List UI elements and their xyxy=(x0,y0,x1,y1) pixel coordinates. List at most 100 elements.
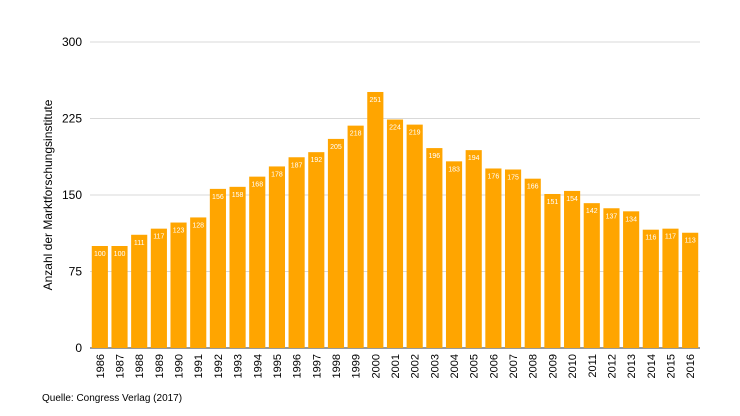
data-label: 142 xyxy=(586,208,598,215)
x-tick-label: 2001 xyxy=(390,354,402,378)
bar xyxy=(249,176,266,348)
x-tick-label: 1994 xyxy=(252,354,264,378)
x-tick-label: 1997 xyxy=(311,354,323,378)
x-tick-label: 1990 xyxy=(174,354,186,378)
x-tick-label: 2008 xyxy=(528,354,540,378)
x-tick-label: 1998 xyxy=(331,354,343,378)
bar xyxy=(524,178,541,348)
y-tick-labels: 0 75 150 225 300 xyxy=(62,35,82,355)
bar xyxy=(209,188,226,348)
bars xyxy=(91,91,699,349)
bar xyxy=(406,124,423,349)
bar xyxy=(544,193,561,348)
x-tick-label: 2016 xyxy=(685,354,697,378)
data-label: 224 xyxy=(389,125,401,132)
bar xyxy=(268,166,286,348)
data-label: 100 xyxy=(94,251,106,258)
x-tick-label: 1996 xyxy=(292,354,304,378)
y-tick-label: 225 xyxy=(62,112,82,126)
bar xyxy=(682,232,699,348)
data-label: 187 xyxy=(291,162,303,169)
bar xyxy=(485,168,502,348)
data-label: 251 xyxy=(369,97,381,104)
data-labels: 100 100 111 117 123 128 156 158 168 178 187 192 205 2… xyxy=(94,97,696,258)
bar xyxy=(426,148,443,348)
bar xyxy=(367,91,384,348)
data-label: 137 xyxy=(606,213,618,220)
data-label: 113 xyxy=(685,238,696,245)
x-tick-label: 2011 xyxy=(587,354,599,378)
y-axis-label: Anzahl der Marktforschungsinstitute xyxy=(41,99,55,290)
data-label: 178 xyxy=(271,171,283,178)
bar xyxy=(504,169,522,348)
bar xyxy=(642,229,659,348)
bar xyxy=(190,217,207,348)
data-label: 123 xyxy=(173,228,185,235)
bar xyxy=(465,150,482,348)
data-label: 100 xyxy=(114,251,126,258)
x-tick-label: 1993 xyxy=(233,354,245,378)
x-tick-label: 2015 xyxy=(665,354,677,378)
bar xyxy=(603,208,620,348)
x-tick-label: 2002 xyxy=(410,354,422,378)
bar xyxy=(91,246,108,348)
data-label: 134 xyxy=(625,216,637,223)
data-label: 168 xyxy=(251,182,263,189)
source-note: Quelle: Congress Verlag (2017) xyxy=(42,393,183,404)
x-tick-label: 2014 xyxy=(646,354,658,378)
data-label: 117 xyxy=(665,234,676,241)
data-label: 175 xyxy=(507,175,519,182)
x-tick-label: 2004 xyxy=(449,354,461,378)
data-label: 196 xyxy=(429,153,441,160)
data-label: 117 xyxy=(153,234,164,241)
data-label: 158 xyxy=(232,192,244,199)
y-tick-label: 75 xyxy=(69,265,83,279)
y-tick-label: 150 xyxy=(62,188,82,202)
bar xyxy=(150,228,167,348)
data-label: 183 xyxy=(448,166,460,173)
bar xyxy=(623,211,640,348)
x-tick-label: 2012 xyxy=(606,354,618,378)
bar xyxy=(386,119,404,349)
x-tick-label: 1995 xyxy=(272,354,284,378)
y-tick-label: 0 xyxy=(75,341,82,355)
bar xyxy=(308,152,325,348)
bar xyxy=(564,190,581,348)
x-tick-label: 2010 xyxy=(567,354,579,378)
data-label: 218 xyxy=(350,131,362,138)
x-tick-label: 2013 xyxy=(626,354,638,378)
data-label: 205 xyxy=(330,144,342,151)
x-tick-label: 1999 xyxy=(351,354,363,378)
x-tick-label: 1988 xyxy=(134,354,146,378)
data-label: 116 xyxy=(645,235,656,242)
data-label: 128 xyxy=(192,222,204,229)
data-label: 192 xyxy=(310,157,322,164)
x-tick-label: 1986 xyxy=(95,354,107,378)
x-tick-label: 1989 xyxy=(154,354,166,378)
bar xyxy=(170,222,187,348)
x-tick-label: 1987 xyxy=(115,354,127,378)
data-label: 111 xyxy=(134,240,145,247)
data-label: 151 xyxy=(547,199,559,206)
data-label: 176 xyxy=(488,173,500,180)
bar xyxy=(131,234,148,348)
bar xyxy=(347,125,364,348)
data-label: 194 xyxy=(468,155,480,162)
data-label: 219 xyxy=(409,130,421,137)
data-label: 156 xyxy=(212,194,224,201)
x-tick-label: 2000 xyxy=(370,354,382,378)
bar xyxy=(288,157,305,348)
bar xyxy=(583,203,600,348)
data-label: 154 xyxy=(566,196,578,203)
x-tick-label: 2006 xyxy=(488,354,500,378)
x-tick-label: 2003 xyxy=(429,354,441,378)
bar xyxy=(662,228,679,348)
x-tick-labels: 1986 1987 1988 1989 1990 1991 1992 1993 1994 1995… xyxy=(95,354,697,378)
x-tick-label: 2005 xyxy=(469,354,481,378)
data-label: 166 xyxy=(527,184,539,191)
bar xyxy=(327,138,345,348)
bar xyxy=(111,246,128,348)
x-tick-label: 2007 xyxy=(508,354,520,378)
bar xyxy=(229,186,246,348)
